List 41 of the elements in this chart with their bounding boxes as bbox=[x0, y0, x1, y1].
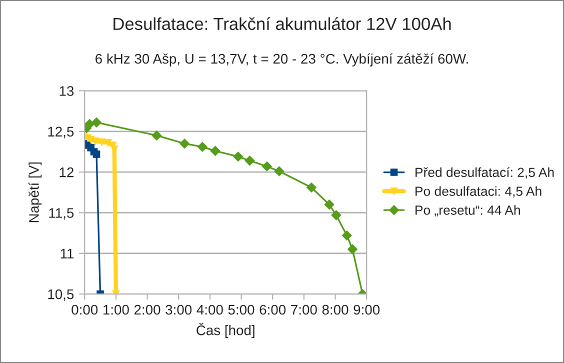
x-tick-label: 3:00 bbox=[166, 304, 192, 315]
point bbox=[306, 182, 316, 192]
point bbox=[324, 200, 334, 210]
point bbox=[210, 146, 220, 156]
point bbox=[92, 150, 100, 158]
y-tick-label: 11 bbox=[60, 248, 74, 258]
point bbox=[152, 130, 162, 140]
y-tick-label: 13 bbox=[60, 86, 74, 96]
chart-subtitle: 6 kHz 30 Ašp, U = 13,7V, t = 20 - 23 °C. Vybíjení zátěží 60W. bbox=[96, 53, 468, 66]
point bbox=[197, 142, 208, 152]
x-tick-label: 8:00 bbox=[322, 304, 348, 315]
point bbox=[348, 244, 358, 254]
legend-label: Po desulfataci: 4,5 Ah bbox=[416, 186, 542, 198]
point bbox=[180, 138, 190, 149]
point bbox=[244, 156, 255, 166]
x-tick-label: 6:00 bbox=[260, 304, 286, 315]
legend-label: Před desulfatací: 2,5 Ah bbox=[416, 167, 554, 179]
point bbox=[104, 139, 112, 146]
y-tick-label: 12 bbox=[60, 167, 74, 178]
y-tick-label: 12,5 bbox=[48, 126, 74, 138]
x-axis-title: Čas [hod] bbox=[196, 322, 254, 338]
y-axis-title: Napětí [V] bbox=[28, 162, 42, 222]
x-tick-label: 7:00 bbox=[291, 304, 317, 315]
point bbox=[84, 119, 95, 130]
x-tick-label: 0:00 bbox=[72, 304, 98, 315]
y-tick-label: 10,5 bbox=[48, 289, 74, 301]
point bbox=[233, 152, 244, 162]
point bbox=[342, 230, 352, 240]
x-tick-label: 5:00 bbox=[228, 304, 254, 315]
point bbox=[92, 118, 102, 128]
y-tick-label: 11,5 bbox=[49, 208, 74, 220]
x-tick-label: 4:00 bbox=[196, 304, 223, 315]
x-tick-label: 2:00 bbox=[134, 304, 160, 315]
point bbox=[331, 210, 342, 220]
x-tick-label: 9:00 bbox=[354, 304, 380, 315]
legend-label: Po „resetu“: 44 Ah bbox=[416, 205, 520, 216]
chart-title: Desulfatace: Trakční akumulátor 12V 100Ah bbox=[114, 17, 451, 30]
point bbox=[262, 161, 272, 172]
x-tick-label: 1:00 bbox=[103, 304, 129, 315]
point bbox=[98, 138, 106, 146]
point bbox=[274, 166, 284, 176]
